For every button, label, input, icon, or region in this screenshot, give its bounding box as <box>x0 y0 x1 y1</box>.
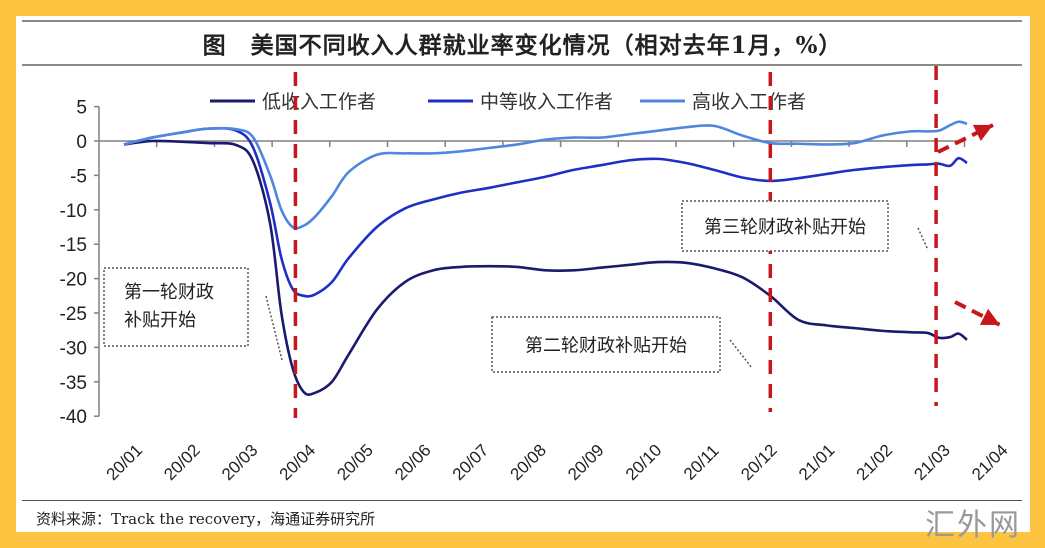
annotation-leader <box>917 227 929 251</box>
legend-label: 中等收入工作者 <box>480 91 613 113</box>
y-tick-label: -15 <box>60 235 87 256</box>
x-tick-label: 21/03 <box>910 441 954 485</box>
x-tick-label: 20/11 <box>680 441 723 484</box>
x-tick-label: 20/12 <box>737 441 781 485</box>
y-tick-label: -35 <box>60 373 87 394</box>
x-tick-label: 20/05 <box>333 441 377 485</box>
x-tick-label: 20/06 <box>391 441 435 485</box>
trend-arrow-up-head <box>972 124 993 142</box>
annotation-box <box>103 267 249 347</box>
legend-label: 低收入工作者 <box>262 91 376 113</box>
source-rule <box>22 500 1022 501</box>
annotation-box <box>491 316 721 373</box>
x-tick-label: 20/08 <box>506 441 550 485</box>
x-tick-label: 20/09 <box>564 441 608 485</box>
y-tick-label: 0 <box>76 132 87 153</box>
watermark: 汇外网 <box>925 508 1021 543</box>
annotation-text: 第一轮财政 <box>124 282 214 303</box>
x-tick-label: 20/07 <box>449 441 493 485</box>
x-tick-label: 20/02 <box>160 441 204 485</box>
annotation-leader <box>265 295 283 361</box>
x-tick-label: 20/03 <box>218 441 262 485</box>
y-tick-label: 5 <box>76 98 87 119</box>
title-bottom-rule <box>22 64 1022 66</box>
x-tick-label: 20/01 <box>103 441 147 485</box>
source-note: 资料来源：Track the recovery，海通证券研究所 <box>36 510 376 528</box>
annotation-text: 第三轮财政补贴开始 <box>704 217 866 238</box>
x-tick-label: 21/01 <box>795 441 839 485</box>
x-tick-label: 20/04 <box>276 441 320 485</box>
series-line-1 <box>123 126 968 298</box>
annotation-leader <box>729 339 753 369</box>
y-tick-label: -20 <box>60 270 87 291</box>
y-tick-label: -30 <box>60 338 87 359</box>
y-tick-label: -25 <box>60 304 87 325</box>
y-tick-label: -5 <box>70 166 87 187</box>
x-tick-label: 21/02 <box>853 441 897 485</box>
series-line-0 <box>123 139 968 396</box>
y-tick-label: -10 <box>60 201 87 222</box>
trend-arrow-down-head <box>979 308 1000 325</box>
trend-arrow-up <box>937 123 994 154</box>
x-tick-label: 20/10 <box>622 441 666 485</box>
legend-label: 高收入工作者 <box>692 91 806 113</box>
x-tick-label: 21/04 <box>968 441 1012 485</box>
title-top-rule <box>22 20 1022 22</box>
annotation-box <box>681 200 889 252</box>
chart-title: 图 美国不同收入人群就业率变化情况（相对去年1月，%） <box>202 32 843 59</box>
y-tick-label: -40 <box>60 407 87 428</box>
annotation-text: 第二轮财政补贴开始 <box>525 336 687 357</box>
series-line-2 <box>123 120 968 230</box>
annotation-text: 补贴开始 <box>124 310 196 331</box>
